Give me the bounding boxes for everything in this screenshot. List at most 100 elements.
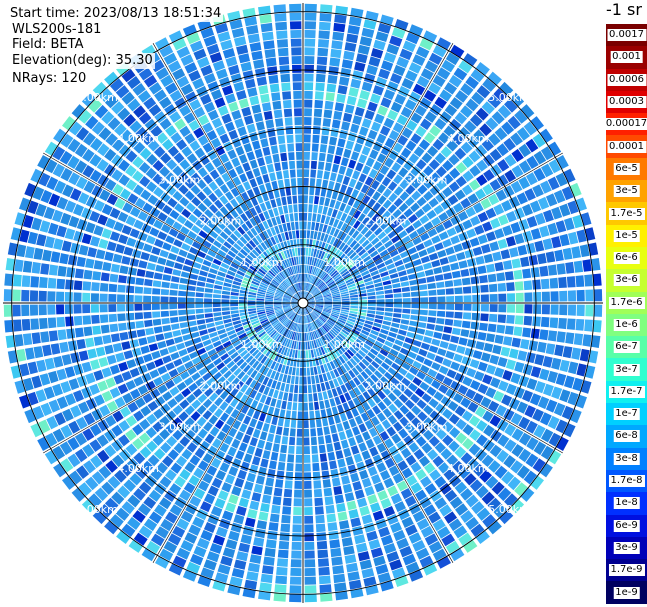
range-gate-cell [352,481,363,491]
range-ring-label: 3.00km [159,421,201,434]
range-gate-cell [514,482,528,497]
range-gate-cell [332,359,339,368]
range-gate-cell [186,442,198,453]
range-gate-cell [317,549,329,559]
range-gate-cell [282,99,292,109]
range-gate-cell [274,371,280,381]
range-gate-cell [280,327,287,335]
range-gate-cell [573,333,584,346]
range-gate-cell [293,341,297,350]
field-label: Field: BETA [10,37,86,53]
range-gate-cell [563,423,576,438]
range-gate-cell [296,306,301,313]
range-gate-cell [444,280,454,288]
range-gate-cell [211,457,222,469]
range-gate-cell [300,238,303,247]
range-gate-cell [320,4,333,14]
range-gate-cell [345,456,355,466]
range-gate-cell [134,304,143,311]
range-gate-cell [318,317,325,324]
range-gate-cell [278,391,284,400]
range-gate-cell [481,352,491,363]
range-gate-cell [304,306,309,314]
range-gate-cell [108,294,117,302]
range-gate-cell [393,398,404,409]
range-gate-cell [294,385,299,394]
range-gate-cell [394,303,402,308]
range-gate-cell [488,460,501,473]
range-gate-cell [389,559,403,571]
range-gate-cell [312,134,320,144]
colorbar-swatch: 1.7e-6 [606,291,647,314]
range-gate-cell [336,346,344,355]
range-gate-cell [304,90,313,99]
range-gate-cell [263,556,275,566]
range-gate-cell [277,335,284,344]
range-gate-cell [279,326,286,334]
range-gate-cell [261,565,274,575]
range-gate-cell [299,221,303,230]
range-gate-cell [545,399,558,413]
range-ring-label: 4.00km [447,462,489,475]
range-gate-cell [366,530,378,542]
range-gate-cell [260,573,273,584]
range-gate-cell [222,547,236,558]
range-gate-cell [421,393,432,403]
range-ring-label: 3.00km [159,173,201,186]
range-gate-cell [393,453,404,464]
range-gate-cell [328,380,335,389]
range-gate-cell [358,442,368,452]
range-gate-cell [378,526,391,538]
range-gate-cell [402,308,411,314]
range-gate-cell [341,303,350,306]
range-gate-cell [293,314,298,322]
range-gate-cell [389,327,399,333]
range-gate-cell [559,290,568,302]
range-gate-cell [540,412,552,426]
range-gate-cell [348,389,357,399]
range-gate-cell [319,337,324,346]
range-gate-cell [314,308,322,313]
range-gate-cell [162,455,174,468]
range-gate-cell [283,108,293,118]
range-gate-cell [323,109,333,119]
range-gate-cell [549,317,559,329]
range-gate-cell [333,348,341,357]
range-gate-cell [329,330,336,338]
range-gate-cell [265,539,277,549]
range-gate-cell [404,356,415,365]
range-gate-cell [288,393,293,402]
range-gate-cell [104,520,119,535]
range-gate-cell [268,460,277,470]
range-gate-cell [333,326,341,333]
range-gate-cell [313,108,323,118]
range-gate-cell [307,376,311,385]
range-gate-cell [92,271,102,281]
range-gate-cell [490,377,501,389]
range-gate-cell [541,304,550,315]
range-gate-cell [579,348,590,362]
range-gate-cell [446,296,455,303]
range-gate-cell [317,356,323,365]
range-gate-cell [423,336,432,344]
range-gate-cell [324,306,332,309]
range-gate-cell [307,314,311,323]
range-gate-cell [389,348,399,357]
range-gate-cell [109,514,124,528]
range-gate-cell [411,297,420,303]
ppi-plot[interactable]: 1.00km1.00km1.00km1.00km2.00km2.00km2.00… [0,0,606,607]
range-gate-cell [56,316,66,328]
range-gate-cell [314,307,323,311]
elevation-label: Elevation(deg): 35.30 [10,53,155,69]
range-gate-cell [412,510,426,523]
range-gate-cell [236,551,249,562]
range-gate-cell [47,291,56,302]
range-gate-cell [332,306,341,309]
range-gate-cell [376,299,385,303]
range-gate-cell [545,343,556,355]
range-gate-cell [303,341,306,350]
range-gate-cell [559,304,568,316]
range-gate-cell [203,421,213,432]
range-gate-cell [316,540,328,550]
range-gate-cell [143,303,152,311]
